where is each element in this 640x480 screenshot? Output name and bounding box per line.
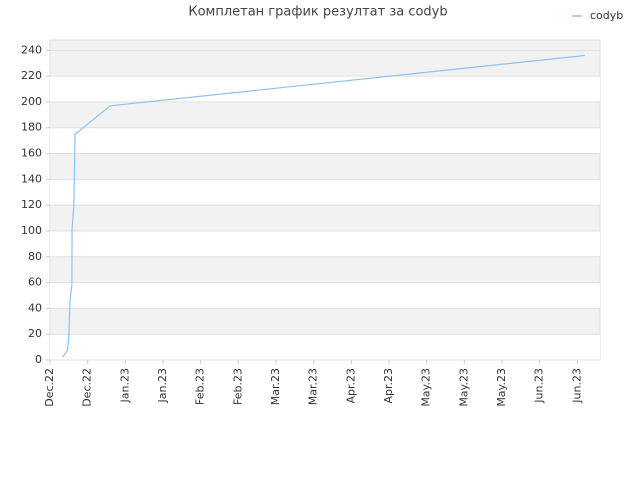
x-tick-label: Mar.23 xyxy=(269,368,282,405)
grid-band xyxy=(50,282,600,309)
y-tick-label: 60 xyxy=(28,276,42,289)
legend-label: codyb xyxy=(590,9,623,22)
grid-band xyxy=(50,334,600,360)
series-line xyxy=(62,54,585,358)
x-tick-label: Mar.23 xyxy=(307,368,320,405)
y-tick-label: 180 xyxy=(21,121,42,134)
y-tick-label: 200 xyxy=(21,95,42,108)
x-tick-label: Jan.23 xyxy=(118,368,131,403)
x-tick-label: Dec.22 xyxy=(43,368,56,407)
x-tick-label: Jan.23 xyxy=(156,368,169,403)
x-tick-label: Jun.23 xyxy=(570,368,583,404)
grid-band xyxy=(50,76,600,102)
x-tick-label: Dec.22 xyxy=(81,368,94,407)
grid-band xyxy=(50,179,600,206)
y-tick-label: 220 xyxy=(21,69,42,82)
x-tick-label: Feb.23 xyxy=(231,368,244,405)
y-tick-label: 80 xyxy=(28,250,42,263)
y-tick-label: 0 xyxy=(35,353,42,366)
y-tick-label: 40 xyxy=(28,301,42,314)
y-tick-label: 120 xyxy=(21,198,42,211)
x-tick-label: Jun.23 xyxy=(533,368,546,404)
x-tick-label: Apr.23 xyxy=(344,368,357,404)
x-tick-label: May.23 xyxy=(457,368,470,407)
grid-band xyxy=(50,127,600,154)
chart-title: Комплетан график резултат за codyb xyxy=(188,5,447,20)
y-tick-label: 140 xyxy=(21,172,42,185)
x-tick-label: May.23 xyxy=(495,368,508,407)
grid-band xyxy=(50,230,600,257)
x-tick-label: Feb.23 xyxy=(194,368,207,405)
y-tick-label: 100 xyxy=(21,224,42,237)
x-tick-label: Apr.23 xyxy=(382,368,395,404)
x-tick-label: May.23 xyxy=(420,368,433,407)
y-tick-label: 20 xyxy=(28,327,42,340)
y-tick-label: 240 xyxy=(21,43,42,56)
y-tick-label: 160 xyxy=(21,147,42,160)
